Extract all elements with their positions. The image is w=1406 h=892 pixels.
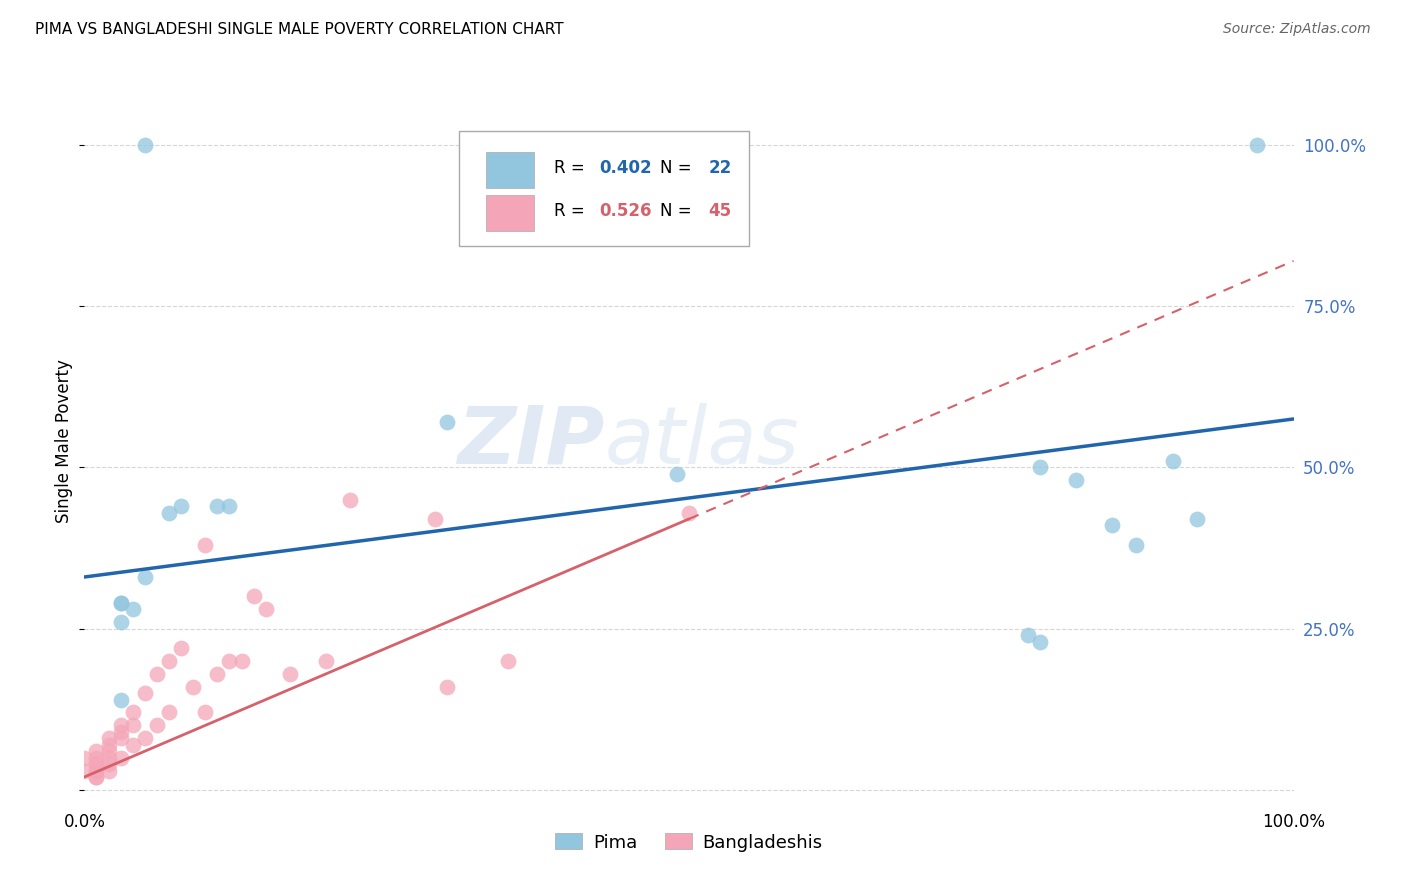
Point xyxy=(207,499,229,513)
Point xyxy=(146,666,169,681)
Point xyxy=(1017,628,1039,642)
Text: PIMA VS BANGLADESHI SINGLE MALE POVERTY CORRELATION CHART: PIMA VS BANGLADESHI SINGLE MALE POVERTY … xyxy=(35,22,564,37)
Point xyxy=(86,744,108,758)
Point xyxy=(157,706,180,720)
Point xyxy=(134,137,156,152)
Point xyxy=(86,770,108,784)
Point xyxy=(121,718,143,732)
Text: 45: 45 xyxy=(709,202,731,220)
Point xyxy=(242,590,264,604)
Point xyxy=(134,570,156,584)
Legend: Pima, Bangladeshis: Pima, Bangladeshis xyxy=(548,826,830,859)
Point xyxy=(181,680,204,694)
Point xyxy=(170,640,193,655)
Point xyxy=(97,750,120,764)
Point xyxy=(1161,454,1184,468)
Point xyxy=(207,666,229,681)
Point xyxy=(97,731,120,746)
Point xyxy=(278,666,301,681)
Y-axis label: Single Male Poverty: Single Male Poverty xyxy=(55,359,73,524)
Text: N =: N = xyxy=(659,159,697,177)
Point xyxy=(423,512,446,526)
Point xyxy=(1246,137,1268,152)
Point xyxy=(194,538,217,552)
Point xyxy=(110,750,132,764)
Point xyxy=(110,718,132,732)
Point xyxy=(86,764,108,778)
Point xyxy=(436,415,458,429)
Text: N =: N = xyxy=(659,202,697,220)
Point xyxy=(73,750,96,764)
Point xyxy=(170,499,193,513)
Point xyxy=(110,615,132,630)
FancyBboxPatch shape xyxy=(460,131,749,246)
Point xyxy=(436,680,458,694)
Point xyxy=(97,764,120,778)
Point xyxy=(218,499,240,513)
Point xyxy=(1028,460,1050,475)
Point xyxy=(97,738,120,752)
Point xyxy=(121,602,143,616)
Text: 22: 22 xyxy=(709,159,731,177)
Point xyxy=(339,492,361,507)
Text: atlas: atlas xyxy=(605,402,799,481)
Text: ZIP: ZIP xyxy=(457,402,605,481)
Point xyxy=(86,757,108,772)
Point xyxy=(86,750,108,764)
Text: 0.402: 0.402 xyxy=(599,159,652,177)
Point xyxy=(134,731,156,746)
Point xyxy=(194,706,217,720)
Point xyxy=(86,770,108,784)
Text: R =: R = xyxy=(554,159,589,177)
Point xyxy=(254,602,277,616)
Point xyxy=(110,724,132,739)
FancyBboxPatch shape xyxy=(486,152,534,188)
Text: R =: R = xyxy=(554,202,589,220)
Point xyxy=(665,467,688,481)
Point xyxy=(86,757,108,772)
Point xyxy=(110,731,132,746)
Point xyxy=(157,506,180,520)
Point xyxy=(110,596,132,610)
Point xyxy=(1101,518,1123,533)
Point xyxy=(97,757,120,772)
Point xyxy=(110,596,132,610)
Point xyxy=(146,718,169,732)
FancyBboxPatch shape xyxy=(486,195,534,231)
Point xyxy=(134,686,156,700)
Text: Source: ZipAtlas.com: Source: ZipAtlas.com xyxy=(1223,22,1371,37)
Point xyxy=(157,654,180,668)
Point xyxy=(121,706,143,720)
Point xyxy=(110,692,132,706)
Point xyxy=(1064,473,1087,487)
Point xyxy=(315,654,337,668)
Point xyxy=(1125,538,1147,552)
Point xyxy=(86,764,108,778)
Point xyxy=(97,744,120,758)
Point xyxy=(496,654,519,668)
Point xyxy=(1028,634,1050,648)
Point xyxy=(218,654,240,668)
Text: 0.526: 0.526 xyxy=(599,202,652,220)
Point xyxy=(73,764,96,778)
Point xyxy=(121,738,143,752)
Point xyxy=(231,654,253,668)
Point xyxy=(678,506,700,520)
Point xyxy=(1185,512,1208,526)
